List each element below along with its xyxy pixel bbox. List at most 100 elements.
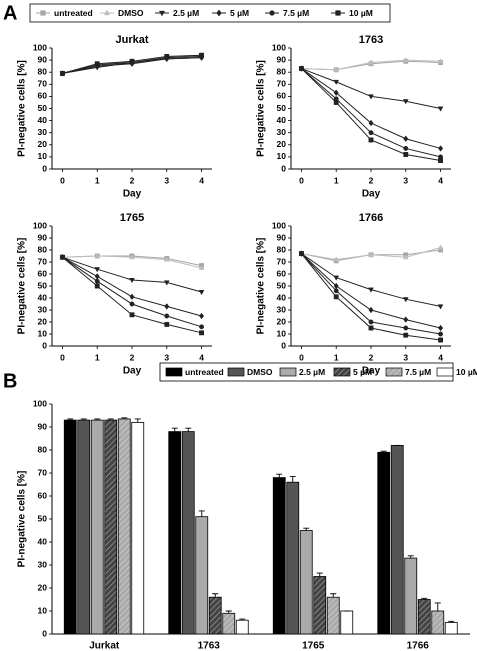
x-tick-label: 3 <box>403 352 408 362</box>
x-tick-label: 4 <box>438 175 443 185</box>
y-tick-label: 80 <box>38 66 48 76</box>
x-tick-label: 0 <box>299 352 304 362</box>
x-tick-label: Jurkat <box>89 641 120 651</box>
marker <box>368 325 374 331</box>
chart-title: 1765 <box>120 212 144 224</box>
error-bar <box>121 417 128 419</box>
marker <box>437 58 444 64</box>
series-line <box>301 68 441 149</box>
error-bar <box>421 597 428 600</box>
y-tick-label: 40 <box>38 292 48 302</box>
marker <box>368 137 374 143</box>
marker <box>59 70 65 76</box>
y-tick-label: 90 <box>38 54 48 64</box>
bar <box>326 596 340 635</box>
error-bar <box>67 418 74 421</box>
marker <box>199 52 205 58</box>
chart-title: 1763 <box>359 34 383 46</box>
bar <box>313 576 327 635</box>
y-axis-label: PI-negative cells [%] <box>256 60 267 157</box>
y-tick-label: 70 <box>38 467 48 477</box>
error-bar <box>225 610 232 614</box>
marker <box>403 332 409 338</box>
y-tick-label: 0 <box>42 163 47 173</box>
marker <box>298 66 304 72</box>
error-bar <box>239 618 246 621</box>
marker <box>368 94 374 100</box>
chart-title: 1766 <box>359 212 383 224</box>
legend-label: 2.5 µM <box>299 367 325 377</box>
marker <box>333 294 339 300</box>
y-tick-label: 50 <box>38 513 48 523</box>
y-tick-label: 90 <box>38 421 48 431</box>
marker <box>368 59 374 65</box>
marker <box>437 106 444 112</box>
bar <box>404 557 418 635</box>
bar <box>117 418 131 635</box>
marker <box>129 58 135 64</box>
x-tick-label: 3 <box>403 175 408 185</box>
error-bar <box>212 593 219 598</box>
y-tick-label: 30 <box>277 304 287 314</box>
marker <box>94 273 100 280</box>
marker <box>438 324 444 332</box>
legend-swatch <box>436 367 454 377</box>
y-tick-label: 20 <box>38 139 48 149</box>
y-tick-label: 30 <box>38 559 48 569</box>
legend-label: 7.5 µM <box>405 367 431 377</box>
marker <box>333 89 339 97</box>
y-tick-label: 30 <box>38 127 48 137</box>
marker <box>333 275 340 281</box>
y-tick-label: 70 <box>38 256 48 266</box>
marker <box>216 9 222 17</box>
marker <box>403 135 409 143</box>
bar <box>431 610 445 635</box>
x-axis-label: Day <box>123 189 142 200</box>
marker <box>199 330 205 336</box>
x-tick-label: 4 <box>438 352 443 362</box>
marker <box>163 280 170 286</box>
marker <box>59 254 65 260</box>
x-axis-label: Day <box>123 366 142 377</box>
y-tick-label: 80 <box>277 66 287 76</box>
marker <box>164 321 170 327</box>
marker <box>298 251 304 257</box>
y-tick-label: 80 <box>38 244 48 254</box>
x-tick-label: 2 <box>130 352 135 362</box>
legend-label: 2.5 µM <box>173 8 199 18</box>
marker <box>129 277 135 284</box>
y-tick-label: 80 <box>277 244 287 254</box>
error-bar <box>303 527 310 531</box>
y-tick-label: 0 <box>42 628 47 638</box>
bar <box>90 419 104 635</box>
y-tick-label: 50 <box>38 103 48 113</box>
marker <box>438 158 444 163</box>
legend-label: 5 µM <box>230 8 249 18</box>
marker <box>269 10 275 16</box>
marker <box>438 145 444 152</box>
y-tick-label: 20 <box>277 139 287 149</box>
marker <box>368 319 374 325</box>
bar <box>417 599 431 635</box>
legend-label: 5 µM <box>353 367 372 377</box>
marker <box>403 145 409 151</box>
error-bar <box>448 620 455 623</box>
marker <box>403 152 409 157</box>
marker <box>198 289 205 296</box>
marker <box>403 325 409 331</box>
y-tick-label: 90 <box>277 54 287 64</box>
y-tick-label: 100 <box>33 42 47 52</box>
marker <box>199 324 205 330</box>
marker <box>402 254 409 260</box>
y-tick-label: 90 <box>38 232 48 242</box>
x-tick-label: 3 <box>164 175 169 185</box>
y-axis-label: PI-negative cells [%] <box>17 238 28 335</box>
x-tick-label: 2 <box>130 175 135 185</box>
marker <box>437 304 444 310</box>
bar <box>63 419 77 635</box>
y-tick-label: 10 <box>38 328 48 338</box>
error-bar <box>185 427 192 432</box>
y-tick-label: 10 <box>277 151 287 161</box>
y-tick-label: 0 <box>281 163 286 173</box>
marker <box>103 9 111 16</box>
